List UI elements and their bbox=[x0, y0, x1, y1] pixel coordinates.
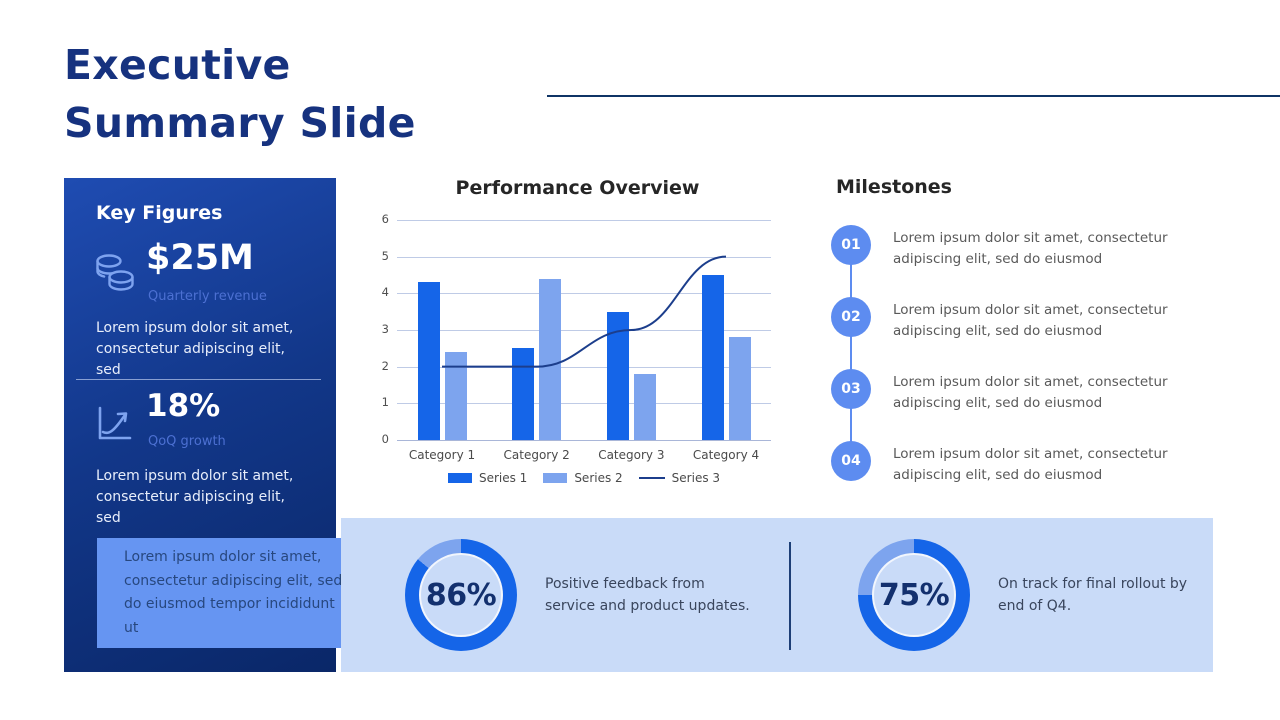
bar-series1-cat2 bbox=[512, 348, 535, 440]
y-axis-tick-label: 5 bbox=[381, 248, 389, 263]
kpi-bottom-bar: 86% Positive feedback from service and p… bbox=[341, 518, 1213, 672]
bar-series2-cat2 bbox=[539, 278, 562, 440]
legend-label: Series 1 bbox=[478, 471, 528, 485]
bar-series2-cat3 bbox=[633, 374, 656, 440]
gridline-y1 bbox=[397, 403, 771, 405]
donut-hole: 86% bbox=[419, 553, 503, 637]
milestone-number-badge: 02 bbox=[831, 297, 871, 337]
x-axis-category-label: Category 4 bbox=[692, 448, 760, 462]
gridline-y6 bbox=[397, 220, 771, 221]
legend-swatch bbox=[543, 473, 568, 483]
donut-hole: 75% bbox=[872, 553, 956, 637]
key-figures-title: Key Figures bbox=[96, 202, 223, 224]
legend-label: Series 3 bbox=[671, 471, 721, 485]
x-axis-category-label: Category 2 bbox=[503, 448, 570, 462]
header-divider-line bbox=[547, 95, 1280, 97]
bar-series1-cat3 bbox=[606, 311, 629, 440]
coins-icon bbox=[96, 254, 134, 291]
y-axis-tick-label: 0 bbox=[381, 432, 389, 446]
panel-divider bbox=[76, 379, 321, 380]
growth-chart-icon bbox=[98, 406, 132, 440]
chart-legend: Series 1 Series 2 Series 3 bbox=[397, 471, 771, 485]
lorem-note-box: Lorem ipsum dolor sit amet, consectetur … bbox=[97, 538, 367, 648]
gridline-y2 bbox=[397, 366, 771, 368]
rollout-percent: 75% bbox=[878, 577, 950, 613]
bar-series2-cat4 bbox=[728, 337, 751, 440]
page-title: Executive Summary Slide bbox=[64, 36, 416, 152]
x-axis-category-label: Category 1 bbox=[408, 448, 476, 462]
rollout-description: On track for final rollout by end of Q4. bbox=[998, 576, 1188, 614]
y-axis-tick-label: 2 bbox=[381, 358, 389, 373]
kpi-divider-line bbox=[789, 542, 791, 650]
growth-stat-description: Lorem ipsum dolor sit amet, consectetur … bbox=[96, 468, 294, 526]
y-axis-tick-label: 6 bbox=[381, 212, 389, 226]
chart-title: Performance Overview bbox=[455, 177, 700, 199]
milestones-title: Milestones bbox=[836, 176, 952, 198]
page-title-line2: Summary Slide bbox=[64, 99, 416, 148]
milestones-connector-line bbox=[850, 245, 852, 461]
milestone-number-badge: 04 bbox=[831, 441, 871, 481]
revenue-stat-description: Lorem ipsum dolor sit amet, consectetur … bbox=[96, 320, 294, 378]
feedback-description: Positive feedback from service and produ… bbox=[545, 576, 750, 614]
legend-swatch bbox=[447, 473, 472, 483]
performance-chart-plot: 0 1 2 3 4 5 6 Category 1 Category 2 Category 3 Cat… bbox=[382, 212, 771, 462]
legend-item-series-3: Series 3 bbox=[638, 471, 721, 485]
gridline-y5 bbox=[397, 256, 771, 258]
legend-item-series-1: Series 1 bbox=[447, 471, 528, 485]
series3-line bbox=[442, 255, 727, 368]
y-axis-tick-label: 3 bbox=[381, 322, 389, 336]
bar-series1-cat1 bbox=[417, 282, 440, 440]
milestone-text: Lorem ipsum dolor sit amet, consectetur … bbox=[893, 230, 1168, 267]
y-axis-tick-label: 4 bbox=[381, 285, 389, 300]
gridline-y3 bbox=[397, 330, 771, 331]
y-axis-tick-label: 1 bbox=[381, 395, 389, 410]
growth-stat-label: QoQ growth bbox=[148, 434, 226, 449]
rollout-donut-chart: 75% bbox=[858, 539, 970, 651]
feedback-percent: 86% bbox=[425, 577, 497, 613]
milestone-number-badge: 03 bbox=[831, 369, 871, 409]
gridline-y0 bbox=[397, 440, 771, 441]
bar-series2-cat1 bbox=[444, 352, 467, 440]
page-title-line1: Executive bbox=[64, 41, 291, 89]
milestone-text: Lorem ipsum dolor sit amet, consectetur … bbox=[893, 302, 1168, 339]
bar-series1-cat4 bbox=[701, 275, 724, 440]
milestone-text: Lorem ipsum dolor sit amet, consectetur … bbox=[893, 446, 1168, 483]
revenue-stat-value: $25M bbox=[146, 238, 254, 278]
feedback-donut-chart: 86% bbox=[405, 539, 517, 651]
milestone-text: Lorem ipsum dolor sit amet, consectetur … bbox=[893, 374, 1168, 411]
legend-label: Series 2 bbox=[574, 471, 623, 485]
x-axis-category-label: Category 3 bbox=[598, 448, 665, 462]
legend-item-series-2: Series 2 bbox=[543, 471, 623, 485]
kpi-rollout: 75% On track for final rollout by end of… bbox=[858, 539, 1193, 651]
growth-stat-value: 18% bbox=[146, 388, 221, 424]
legend-swatch bbox=[638, 477, 665, 479]
lorem-note-text: Lorem ipsum dolor sit amet, consectetur … bbox=[124, 549, 343, 636]
gridline-y4 bbox=[397, 293, 771, 295]
revenue-stat-label: Quarterly revenue bbox=[148, 289, 267, 304]
milestone-number-badge: 01 bbox=[831, 225, 871, 265]
kpi-feedback: 86% Positive feedback from service and p… bbox=[405, 539, 750, 651]
